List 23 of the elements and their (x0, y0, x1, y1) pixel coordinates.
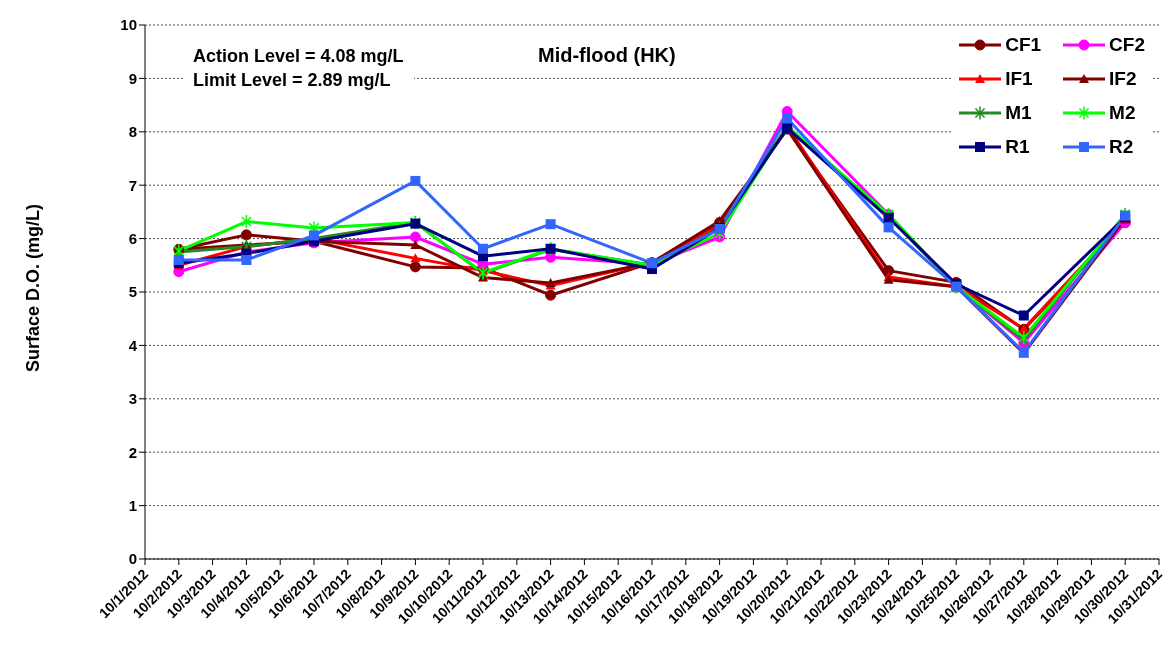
y-tick-label: 3 (128, 390, 137, 408)
y-axis-title: Surface D.O. (mg/L) (23, 203, 44, 372)
legend-label: CF1 (1005, 34, 1042, 56)
y-tick-label: 0 (128, 550, 137, 568)
y-tick-label: 10 (120, 16, 137, 34)
annotation: Action Level = 4.08 mg/L (193, 45, 404, 68)
y-tick-label: 7 (128, 176, 137, 194)
y-tick-label: 2 (128, 443, 137, 461)
y-tick-label: 6 (128, 229, 137, 247)
legend-label: IF1 (1005, 68, 1033, 90)
y-tick-label: 9 (128, 69, 137, 87)
legend-label: R1 (1005, 136, 1030, 158)
legend-label: CF2 (1109, 34, 1145, 56)
y-tick-label: 5 (128, 283, 137, 301)
y-tick-label: 8 (128, 123, 137, 141)
text: Mid-flood (HK) (538, 44, 676, 67)
y-tick-label: 1 (128, 496, 137, 514)
y-tick-label: 4 (128, 336, 138, 354)
legend-label: R2 (1109, 136, 1134, 158)
annotation: Limit Level = 2.89 mg/L (193, 69, 392, 92)
legend-label: M2 (1109, 102, 1136, 124)
legend-label: IF2 (1109, 68, 1137, 90)
legend-label: M1 (1005, 102, 1032, 124)
